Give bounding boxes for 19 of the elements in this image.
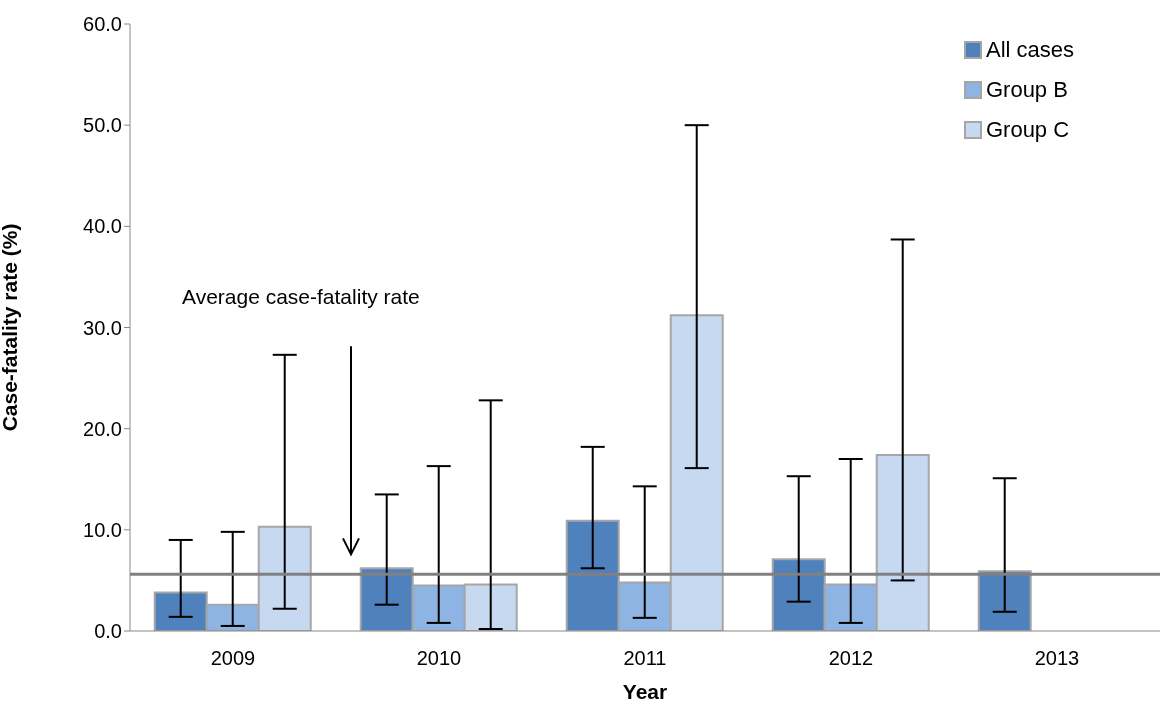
legend-label: Group C [985, 116, 1070, 144]
y-axis-title: Case-fatality rate (%) [0, 223, 22, 432]
y-tick-label: 10.0 [83, 518, 122, 541]
y-tick-label: 0.0 [94, 620, 122, 643]
y-tick-label: 60.0 [83, 13, 122, 36]
legend-label: All cases [985, 36, 1074, 64]
x-tick-label: 2009 [210, 647, 256, 670]
y-tick-label: 20.0 [83, 417, 122, 440]
y-tick-label: 30.0 [83, 316, 122, 339]
x-tick-label: 2013 [1034, 647, 1080, 670]
y-tick-label: 40.0 [83, 215, 122, 238]
x-tick-label: 2010 [416, 647, 462, 670]
x-tick-label: 2011 [623, 647, 667, 670]
y-tick-label: 50.0 [83, 114, 122, 137]
x-axis-title: Year [622, 680, 668, 703]
x-tick-label: 2012 [828, 647, 874, 670]
legend-label: Group B [985, 76, 1068, 104]
annotation: Average case-fatality rate [182, 285, 420, 309]
bar [977, 570, 1032, 631]
